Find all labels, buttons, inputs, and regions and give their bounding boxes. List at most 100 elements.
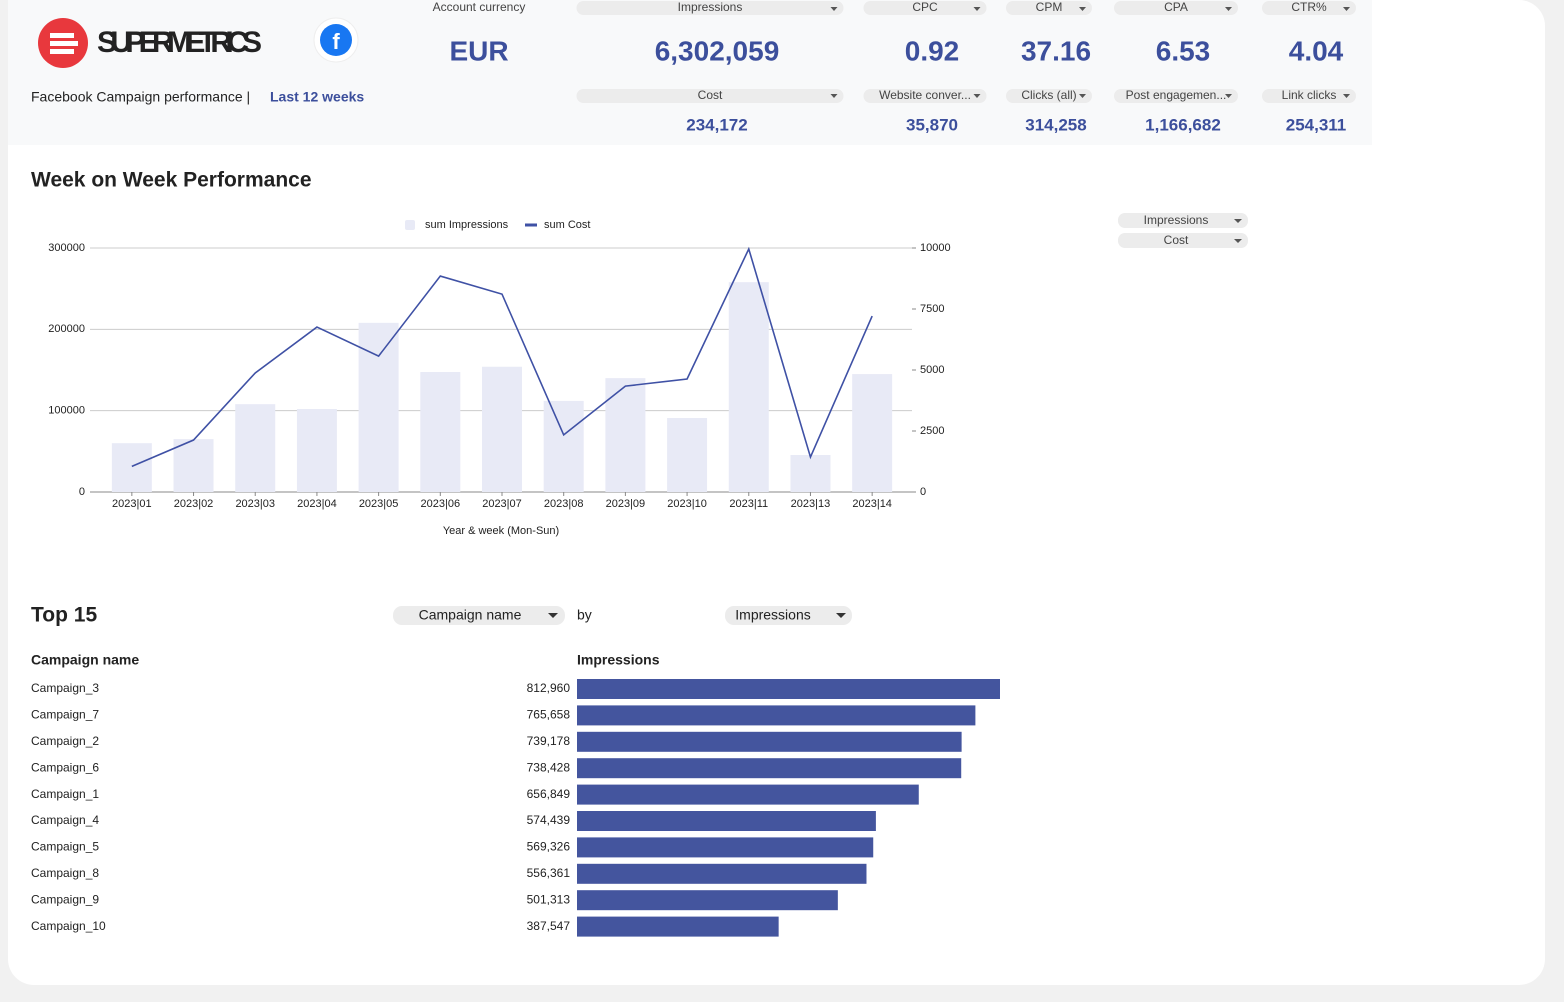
x-tick-label: 2023|01: [112, 498, 152, 510]
kpi-pill[interactable]: [863, 1, 987, 15]
chart-title: Week on Week Performance: [31, 169, 312, 192]
control-label[interactable]: Cost: [1164, 233, 1189, 247]
value-label: 556,361: [527, 866, 571, 880]
y2-tick-label: 10000: [920, 242, 951, 254]
bar: [577, 837, 874, 858]
logo-stroke: [50, 49, 74, 54]
dropdown-arrow: [1225, 94, 1232, 98]
y2-tick-label: 5000: [920, 364, 944, 376]
kpi-value: 37.16: [1021, 35, 1091, 66]
bar: [111, 443, 152, 492]
line: [131, 246, 873, 468]
kpi-pill[interactable]: [1006, 1, 1092, 15]
kpi-value: 35,870: [906, 115, 958, 134]
category-label: Campaign_9: [31, 892, 99, 906]
x-tick-label: 2023|10: [667, 498, 707, 510]
logo-stroke: [50, 41, 78, 46]
kpi-value: 234,172: [686, 115, 747, 134]
x-tick-label: 2023|13: [791, 498, 831, 510]
bar: [235, 404, 276, 492]
control-pill[interactable]: [1118, 213, 1248, 228]
kpi-value: EUR: [449, 35, 508, 66]
dropdown-arrow: [1343, 94, 1350, 98]
kpi-label: Account currency: [433, 0, 526, 14]
x-tick-label: 2023|09: [606, 498, 646, 510]
kpi-pill[interactable]: [576, 89, 844, 103]
metric[interactable]: Impressions: [735, 607, 810, 623]
kpi-pill[interactable]: [1006, 89, 1092, 103]
kpi-label: CPC: [912, 0, 938, 14]
by: by: [577, 607, 592, 623]
kpi-label: CPM: [1036, 0, 1063, 14]
dimension[interactable]: Campaign name: [419, 607, 522, 623]
bar: [173, 439, 214, 492]
dropdown-arrow: [1234, 219, 1242, 223]
bar: [577, 811, 876, 831]
value-label: 387,547: [527, 919, 571, 933]
dropdown-arrow: [830, 7, 838, 11]
category-label: Campaign_6: [31, 760, 99, 774]
column-header: Campaign name: [31, 652, 139, 668]
bar: [577, 863, 867, 884]
bar: [605, 378, 646, 492]
kpi-label: Cost: [698, 88, 723, 102]
kpi-value: 0.92: [905, 35, 960, 66]
kpi-label: Clicks (all): [1021, 88, 1076, 102]
y-tick-label: 300000: [48, 242, 85, 254]
bar: [296, 409, 337, 492]
bar: [577, 705, 976, 726]
bar: [852, 374, 893, 492]
dropdown-arrow: [1343, 7, 1350, 11]
kpi-value: 4.04: [1289, 35, 1344, 66]
x-axis-title: Year & week (Mon-Sun): [443, 525, 559, 537]
dropdown-arrow: [836, 613, 846, 618]
bar: [577, 916, 779, 937]
facebook-icon: [320, 24, 352, 56]
logo-stroke: [50, 33, 74, 38]
y2-tick-label: 7500: [920, 303, 944, 315]
control-pill[interactable]: [1118, 233, 1248, 248]
x-tick-label: 2023|07: [482, 498, 522, 510]
facebook-f: f: [332, 29, 340, 54]
category-label: Campaign_1: [31, 787, 99, 801]
x-tick-label: 2023|03: [235, 498, 275, 510]
kpi-pill[interactable]: [1262, 89, 1356, 103]
kpi-label: Post engagemen...: [1126, 88, 1227, 102]
kpi-value: 1,166,682: [1145, 115, 1221, 134]
kpi-label: CPA: [1164, 0, 1188, 14]
kpi-pill[interactable]: [576, 1, 844, 15]
value-label: 812,960: [527, 681, 571, 695]
dimension-pill[interactable]: [393, 606, 565, 625]
control-label[interactable]: Impressions: [1144, 213, 1209, 227]
kpi-pill[interactable]: [1114, 1, 1238, 15]
dropdown-arrow: [1079, 7, 1086, 11]
x-tick-label: 2023|11: [729, 498, 768, 510]
x-tick-label: 2023|02: [174, 498, 214, 510]
x-tick-label: 2023|04: [297, 498, 337, 510]
dropdown-arrow: [830, 94, 838, 98]
kpi-label: CTR%: [1291, 0, 1327, 14]
kpi-pill[interactable]: [863, 89, 987, 103]
y2-tick-label: 0: [920, 486, 926, 498]
y-tick-label: 0: [79, 486, 85, 498]
value-label: 739,178: [527, 734, 571, 748]
subtitle: Facebook Campaign performance |: [31, 89, 250, 105]
dropdown-arrow: [1225, 7, 1232, 11]
value-label: 574,439: [527, 813, 571, 827]
kpi-pill[interactable]: [1262, 1, 1356, 15]
y2-tick-label: 2500: [920, 425, 944, 437]
x-tick-label: 2023|06: [421, 498, 461, 510]
value-label: 765,658: [527, 708, 571, 722]
brand: SUPERMETRICS: [97, 26, 262, 59]
period[interactable]: Last 12 weeks: [270, 89, 364, 105]
category-label: Campaign_5: [31, 840, 99, 854]
y-tick-label: 200000: [48, 323, 85, 335]
value-label: 569,326: [527, 840, 571, 854]
dropdown-arrow: [548, 613, 558, 618]
metric-pill[interactable]: [725, 606, 852, 625]
category-label: Campaign_7: [31, 708, 99, 722]
kpi-pill[interactable]: [1114, 89, 1238, 103]
value-label: 501,313: [527, 892, 571, 906]
bar: [667, 417, 708, 492]
